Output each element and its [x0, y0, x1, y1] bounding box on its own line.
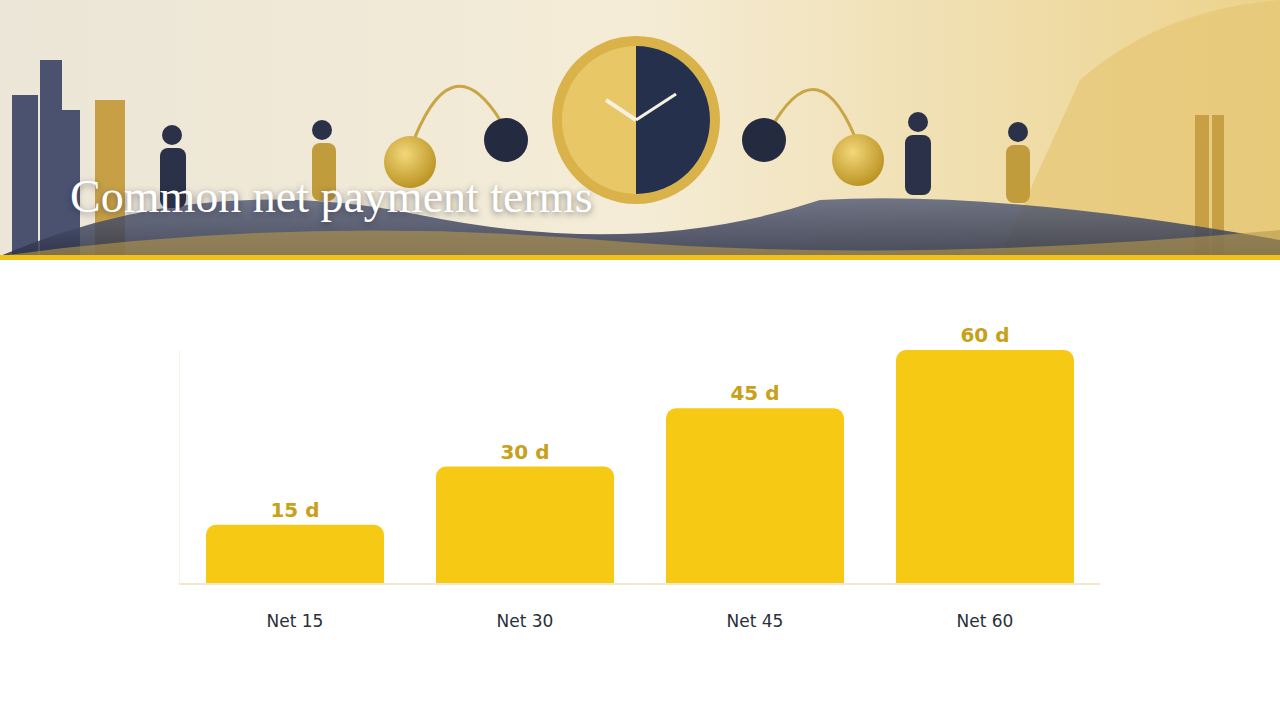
svg-text:30 d: 30 d [500, 440, 549, 464]
html-text:Common net payment terms: Common net payment terms [70, 171, 593, 222]
svg-text:45 d: 45 d [730, 381, 779, 405]
svg-text:Net 60: Net 60 [957, 611, 1014, 631]
svg-text:Net 15: Net 15 [267, 611, 324, 631]
svg-text:60 d: 60 d [960, 323, 1009, 347]
svg-text:Net 45: Net 45 [727, 611, 784, 631]
svg-text:Net 30: Net 30 [497, 611, 554, 631]
svg-text:15 d: 15 d [270, 498, 319, 522]
